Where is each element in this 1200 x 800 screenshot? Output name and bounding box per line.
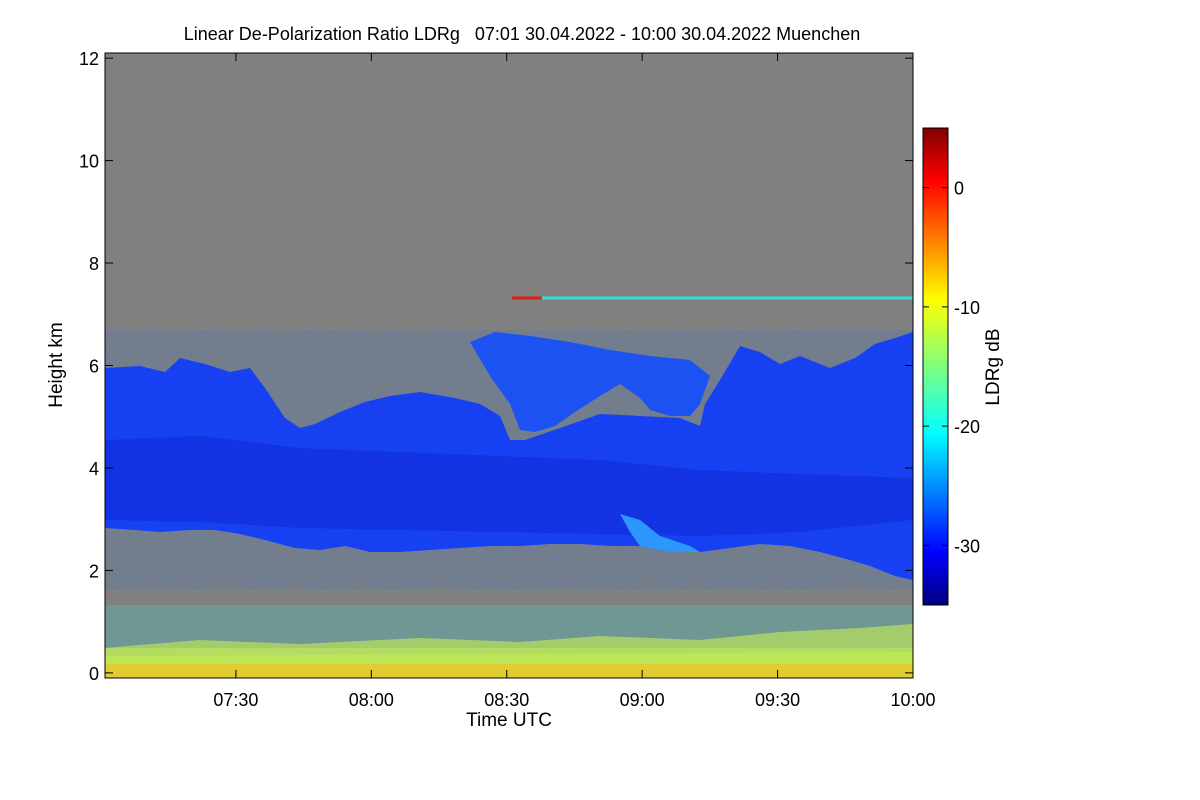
plot-area xyxy=(105,53,913,678)
colorbar-tick-label: -10 xyxy=(954,298,980,318)
y-tick-label: 8 xyxy=(89,254,99,274)
aerosol-layer-top xyxy=(105,624,913,656)
x-tick-label: 10:00 xyxy=(890,690,935,710)
y-tick-label: 2 xyxy=(89,561,99,581)
x-tick-label: 08:00 xyxy=(349,690,394,710)
colorbar-ticks: 0 -10 -20 -30 xyxy=(923,179,980,556)
x-tick-label: 09:00 xyxy=(620,690,665,710)
colorbar-label: LDRg dB xyxy=(983,328,1004,405)
cloud-texture xyxy=(105,330,913,590)
x-axis-label: Time UTC xyxy=(466,710,552,731)
chart-title: Linear De-Polarization Ratio LDRg 07:01 … xyxy=(184,24,860,44)
y-tick-label: 10 xyxy=(79,152,99,172)
colorbar-tick-label: -20 xyxy=(954,417,980,437)
y-tick-label: 0 xyxy=(89,664,99,684)
y-tick-label: 12 xyxy=(79,49,99,69)
colorbar-tick-label: 0 xyxy=(954,179,964,199)
y-tick-label: 4 xyxy=(89,459,99,479)
x-tick-label: 09:30 xyxy=(755,690,800,710)
y-axis-ticks: 0 2 4 6 8 10 12 xyxy=(79,49,913,684)
x-axis-ticks: 07:30 08:00 08:30 09:00 09:30 10:00 xyxy=(213,53,936,710)
y-axis-label: Height km xyxy=(46,322,67,408)
x-tick-label: 08:30 xyxy=(484,690,529,710)
cloud-base-highlight xyxy=(620,514,700,552)
colorbar xyxy=(922,127,949,606)
x-tick-label: 07:30 xyxy=(213,690,258,710)
y-tick-label: 6 xyxy=(89,357,99,377)
aerosol-base xyxy=(105,664,913,678)
colorbar-tick-label: -30 xyxy=(954,536,980,556)
